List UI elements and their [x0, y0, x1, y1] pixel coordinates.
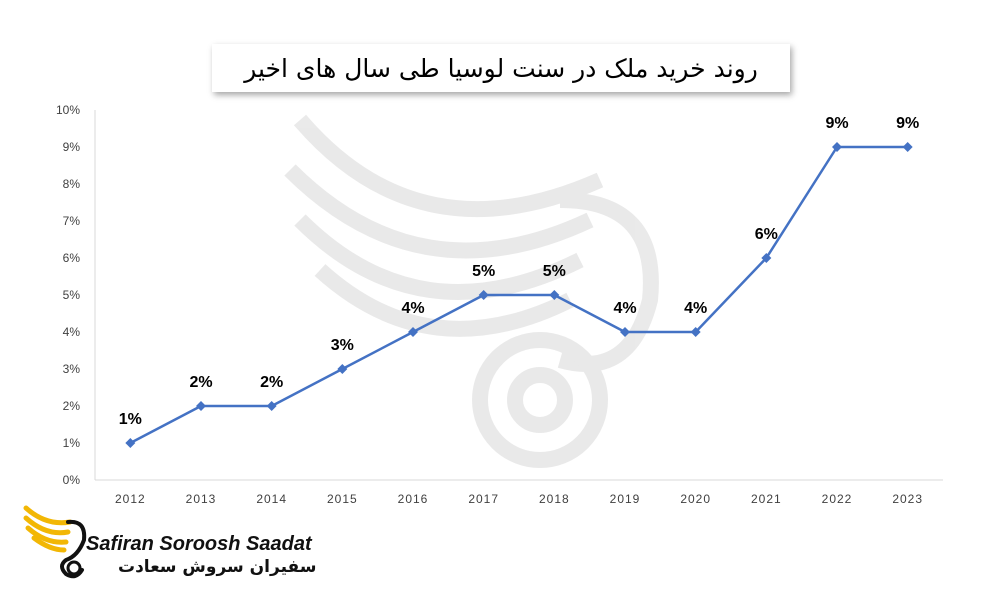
data-point	[408, 327, 418, 337]
x-tick-label: 2013	[186, 492, 217, 506]
y-tick-label: 5%	[63, 288, 81, 302]
data-point	[549, 290, 560, 300]
data-label: 4%	[401, 300, 424, 317]
x-tick-labels: 2012 2013 2014 2015 2016 2017 2018 2019 2020 2021…	[115, 492, 923, 506]
data-point	[620, 327, 630, 337]
x-tick-label: 2020	[680, 492, 711, 506]
series-markers	[125, 142, 913, 448]
data-label: 4%	[684, 300, 707, 317]
x-tick-label: 2015	[327, 492, 358, 506]
x-tick-label: 2022	[822, 492, 853, 506]
data-label: 5%	[472, 263, 495, 280]
data-point	[266, 401, 277, 411]
x-tick-label: 2021	[751, 492, 782, 506]
data-label: 1%	[119, 411, 142, 428]
brand-name-en: Safiran Soroosh Saadat	[86, 533, 312, 555]
data-point	[761, 253, 772, 263]
data-label: 4%	[613, 300, 636, 317]
y-tick-label: 1%	[63, 436, 81, 450]
data-point	[902, 142, 913, 152]
data-label: 3%	[331, 337, 354, 354]
y-tick-label: 2%	[63, 399, 81, 413]
y-tick-label: 8%	[63, 177, 81, 191]
y-tick-label: 9%	[63, 140, 81, 154]
x-tick-label: 2016	[398, 492, 429, 506]
brand-name-fa: سفیران سروش سعادت	[118, 557, 317, 577]
series-line	[129, 145, 908, 445]
data-point	[832, 142, 842, 152]
series-line-path	[129, 145, 908, 445]
y-tick-label: 3%	[63, 362, 81, 376]
data-label: 2%	[260, 374, 283, 391]
data-label: 2%	[189, 374, 212, 391]
data-point	[690, 327, 701, 337]
x-tick-label: 2019	[610, 492, 641, 506]
data-point	[478, 290, 489, 300]
data-point	[196, 401, 206, 411]
data-label: 9%	[896, 115, 919, 132]
axes	[94, 110, 943, 481]
y-tick-labels: 0% 1% 2% 3% 4% 5% 6% 7% 8% 9% 10%	[56, 103, 80, 487]
data-label: 5%	[543, 263, 566, 280]
data-point	[337, 364, 348, 374]
watermark	[284, 114, 659, 468]
x-tick-label: 2014	[256, 492, 287, 506]
data-label: 6%	[755, 226, 778, 243]
chart-title: روند خرید ملک در سنت لوسیا طی سال های اخ…	[212, 44, 790, 92]
x-tick-label: 2012	[115, 492, 146, 506]
y-tick-label: 10%	[56, 103, 80, 117]
x-tick-label: 2018	[539, 492, 570, 506]
y-tick-label: 4%	[63, 325, 81, 339]
data-label: 9%	[825, 115, 848, 132]
chart-title-text: روند خرید ملک در سنت لوسیا طی سال های اخ…	[244, 53, 758, 83]
y-tick-label: 0%	[63, 473, 81, 487]
data-point	[125, 438, 136, 448]
brand-logo: Safiran Soroosh Saadat سفیران سروش سعادت	[22, 500, 316, 590]
wing-icon	[23, 505, 87, 579]
x-tick-label: 2023	[892, 492, 923, 506]
x-tick-label: 2017	[468, 492, 499, 506]
y-tick-label: 7%	[63, 214, 81, 228]
y-tick-label: 6%	[63, 251, 81, 265]
data-labels: 1% 2% 2% 3% 4% 5% 5% 4% 4% 6% 9% 9%	[119, 115, 919, 428]
